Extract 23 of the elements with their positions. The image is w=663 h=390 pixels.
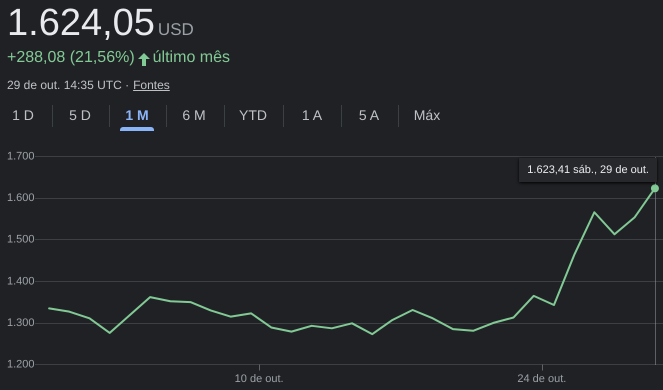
text: 29 de out. 14:35 UTC · [7,78,130,92]
text: Fontes [133,78,170,92]
text: 5 A [358,107,380,123]
text: 6 M [182,107,206,123]
text: 1 M [125,107,149,123]
y-tick-label: 1.300 [7,316,35,329]
text: 5 D [69,107,91,123]
text: USD [158,20,194,40]
y-tick-label: 1.200 [7,358,35,370]
x-tick-label: 10 de out. [234,373,284,385]
text: último mês [152,49,230,67]
text: 1 D [12,107,34,123]
x-tick-label: 24 de out. [517,373,566,385]
y-tick-label: 1.400 [7,275,35,288]
text: 1 A [302,107,322,123]
chart-subtitle: +288,08 (21,56%) [7,49,135,67]
annotation: 1.623,41 sáb., 29 de out. [519,158,657,182]
y-tick-label: 1.500 [7,234,35,246]
y-tick-label: 1.600 [7,192,35,204]
y-tick-label: 1.700 [7,150,35,162]
chart-title: 1.624,05 [7,2,155,45]
text: Máx [414,107,440,123]
text: YTD [239,107,267,123]
